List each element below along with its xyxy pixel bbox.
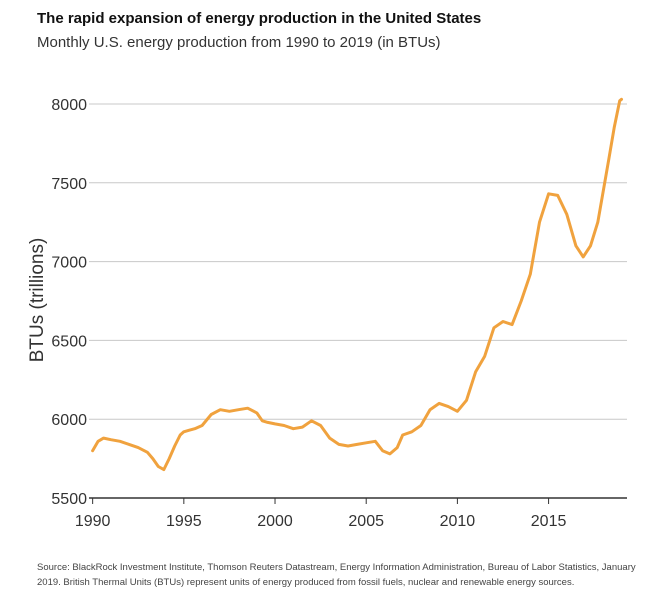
x-tick-label: 1990 — [75, 513, 111, 530]
source-note: Source: BlackRock Investment Institute, … — [37, 562, 636, 588]
gridlines — [89, 103, 627, 420]
x-tick-label: 2015 — [531, 513, 567, 530]
x-tick-label: 2005 — [348, 513, 384, 530]
y-tick-labels: 5500 6000 6500 7000 7500 8000 — [51, 97, 87, 508]
x-tick-labels: 1990 1995 2000 2005 2010 2015 — [75, 498, 567, 530]
x-tick-label: 2010 — [440, 513, 476, 530]
series-line — [91, 97, 623, 472]
y-tick-label: 7500 — [51, 176, 87, 193]
x-tick-label: 1995 — [166, 513, 202, 530]
chart-subtitle: Monthly U.S. energy production from 1990… — [37, 34, 441, 51]
y-tick-label: 6000 — [51, 412, 87, 429]
y-axis-label: BTUs (trillions) — [27, 238, 48, 363]
y-tick-label: 5500 — [51, 491, 87, 508]
chart-title: The rapid expansion of energy production… — [37, 10, 482, 27]
y-tick-label: 7000 — [51, 255, 87, 272]
x-tick-label: 2000 — [257, 513, 293, 530]
line-chart: 5500 6000 6500 7000 7500 8000 1990 1995 2000 200… — [27, 97, 627, 530]
y-tick-label: 6500 — [51, 333, 87, 350]
y-tick-label: 8000 — [51, 97, 87, 114]
